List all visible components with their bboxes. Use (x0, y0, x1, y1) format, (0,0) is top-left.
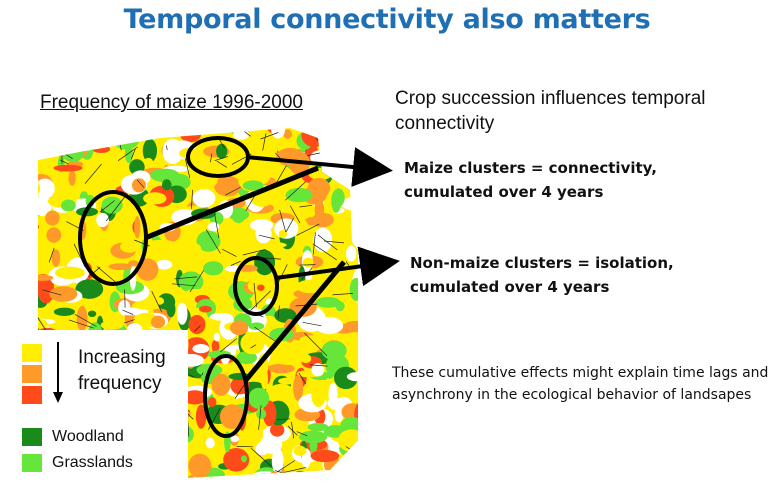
ellipse-middle (233, 256, 279, 316)
line-maize-left (144, 165, 319, 241)
arrow-nonmaize-mid (275, 246, 400, 287)
crop-succession-text: Crop succession influences temporal conn… (395, 88, 706, 134)
swatch-mid-frequency (22, 365, 42, 383)
increasing-arrow-icon (53, 342, 63, 403)
nonmaize-clusters-text: Non-maize clusters = isolation, cumulate… (410, 251, 674, 299)
swatch-woodland (22, 428, 42, 446)
legend-woodland: Woodland (52, 428, 124, 445)
map-legend: Increasing frequency Woodland Grasslands (8, 330, 188, 480)
arrow-maize-top (245, 147, 393, 187)
swatch-low-frequency (22, 344, 42, 362)
slide-title: Temporal connectivity also matters (123, 4, 651, 35)
legend-increasing: Increasing (78, 347, 166, 368)
legend-grasslands: Grasslands (52, 454, 133, 471)
arrows (144, 147, 400, 382)
line-nonmaize-bottom (244, 260, 346, 382)
cumulative-effects-text: These cumulative effects might explain t… (392, 365, 769, 403)
swatch-high-frequency (22, 386, 42, 404)
maize-line-2: cumulated over 4 years (404, 183, 604, 201)
maize-clusters-text: Maize clusters = connectivity, cumulated… (404, 156, 657, 204)
legend-frequency: frequency (78, 373, 162, 394)
map-caption: Frequency of maize 1996-2000 (40, 92, 303, 113)
ellipse-bottom (203, 354, 249, 438)
nonmaize-line-1: Non-maize clusters = isolation, (410, 254, 674, 272)
swatch-grasslands (22, 454, 42, 472)
nonmaize-line-2: cumulated over 4 years (410, 278, 610, 296)
maize-line-1: Maize clusters = connectivity, (404, 159, 657, 177)
